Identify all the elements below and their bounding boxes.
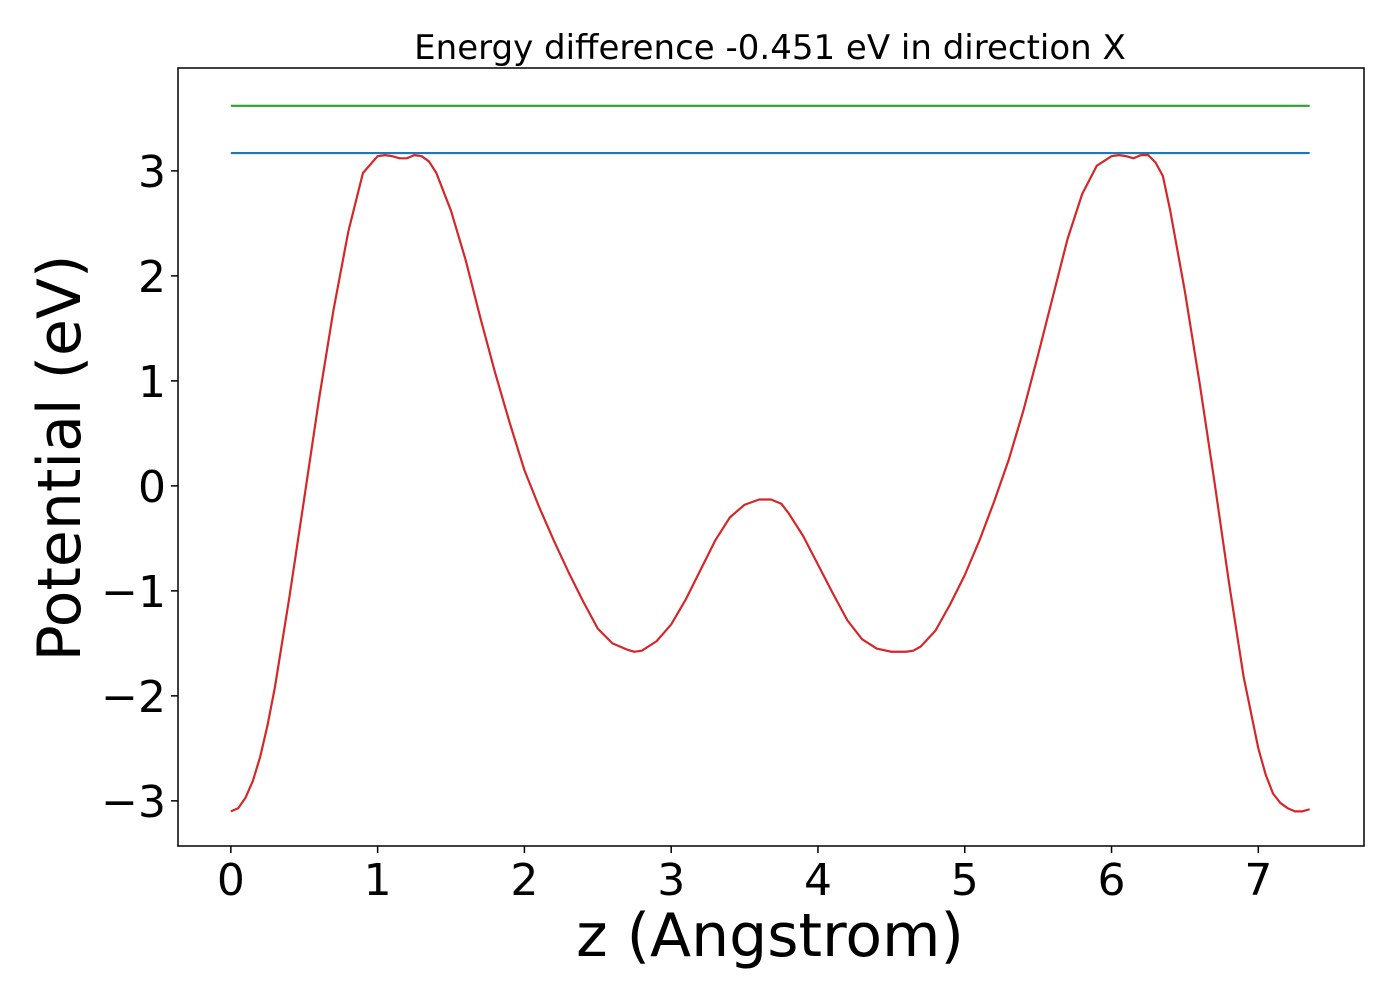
y-axis-ticks: −3 −2 −1 0 1 2 3 [101,147,178,828]
x-tick-label: 2 [510,855,538,906]
y-tick-label: −1 [101,567,166,618]
y-tick-label: 0 [138,462,166,513]
potential-line [230,154,1310,813]
x-tick-label: 1 [364,855,392,906]
plot-frame [177,67,1365,847]
y-tick-label: −2 [101,672,166,723]
y-tick-label: 2 [138,252,166,303]
x-axis-label: z (Angstrom) [576,901,964,971]
y-tick-label: 3 [138,147,166,198]
x-tick-label: 7 [1244,855,1272,906]
y-tick-label: −3 [101,777,166,828]
x-tick-label: 5 [951,855,979,906]
plot-lines [230,104,1310,813]
x-axis-ticks: 0 1 2 3 4 5 6 7 [217,846,1272,906]
x-tick-label: 0 [217,855,245,906]
x-tick-label: 6 [1098,855,1126,906]
y-tick-label: 1 [138,357,166,408]
chart-title: Energy difference -0.451 eV in direction… [414,28,1126,68]
x-tick-label: 4 [804,855,832,906]
y-axis-label: Potential (eV) [25,255,95,662]
x-tick-label: 3 [657,855,685,906]
